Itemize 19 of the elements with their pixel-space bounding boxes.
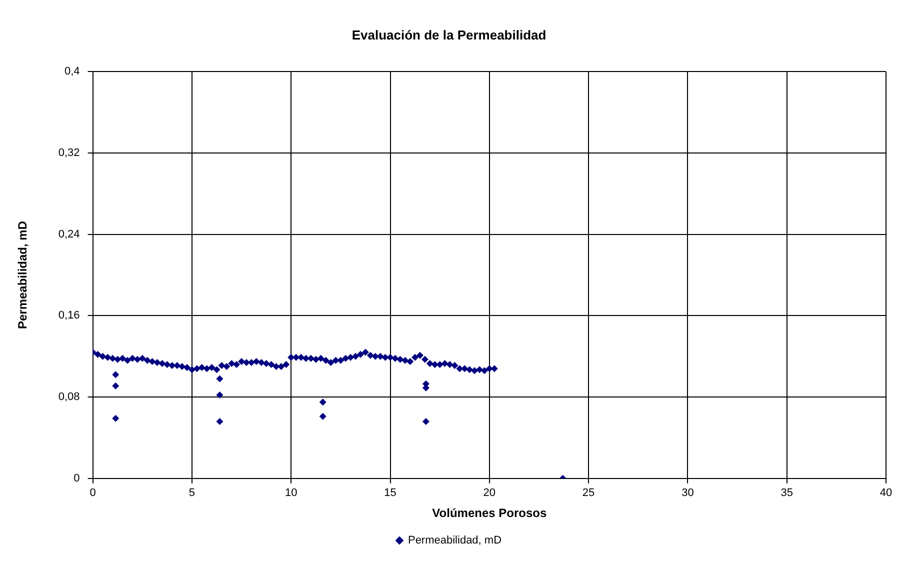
x-tick-label: 35 — [780, 487, 793, 500]
y-axis-title: Permeabilidad, mD — [16, 220, 30, 330]
x-tick-label: 0 — [90, 487, 96, 500]
y-tick-label: 0,32 — [58, 146, 80, 159]
y-tick-label: 0,08 — [58, 391, 80, 404]
x-tick-label: 5 — [188, 487, 196, 500]
x-tick-label: 40 — [880, 487, 892, 500]
x-tick-label: 10 — [284, 487, 298, 500]
x-tick-label: 25 — [582, 487, 595, 500]
y-tick-label: 0,16 — [58, 310, 80, 322]
x-tick-label: 30 — [682, 487, 694, 500]
y-tick-label: 0 — [74, 472, 80, 484]
chart-title: Evaluación de la Permeabilidad — [352, 27, 546, 42]
legend-label: Permeabilidad, mD — [408, 534, 502, 547]
y-tick-label: 0,24 — [58, 228, 80, 240]
x-tick-label: 20 — [483, 487, 496, 500]
x-axis-title: Volúmenes Porosos — [432, 506, 547, 520]
y-tick-label: 0,4 — [64, 66, 80, 78]
x-tick-label: 15 — [384, 487, 396, 500]
